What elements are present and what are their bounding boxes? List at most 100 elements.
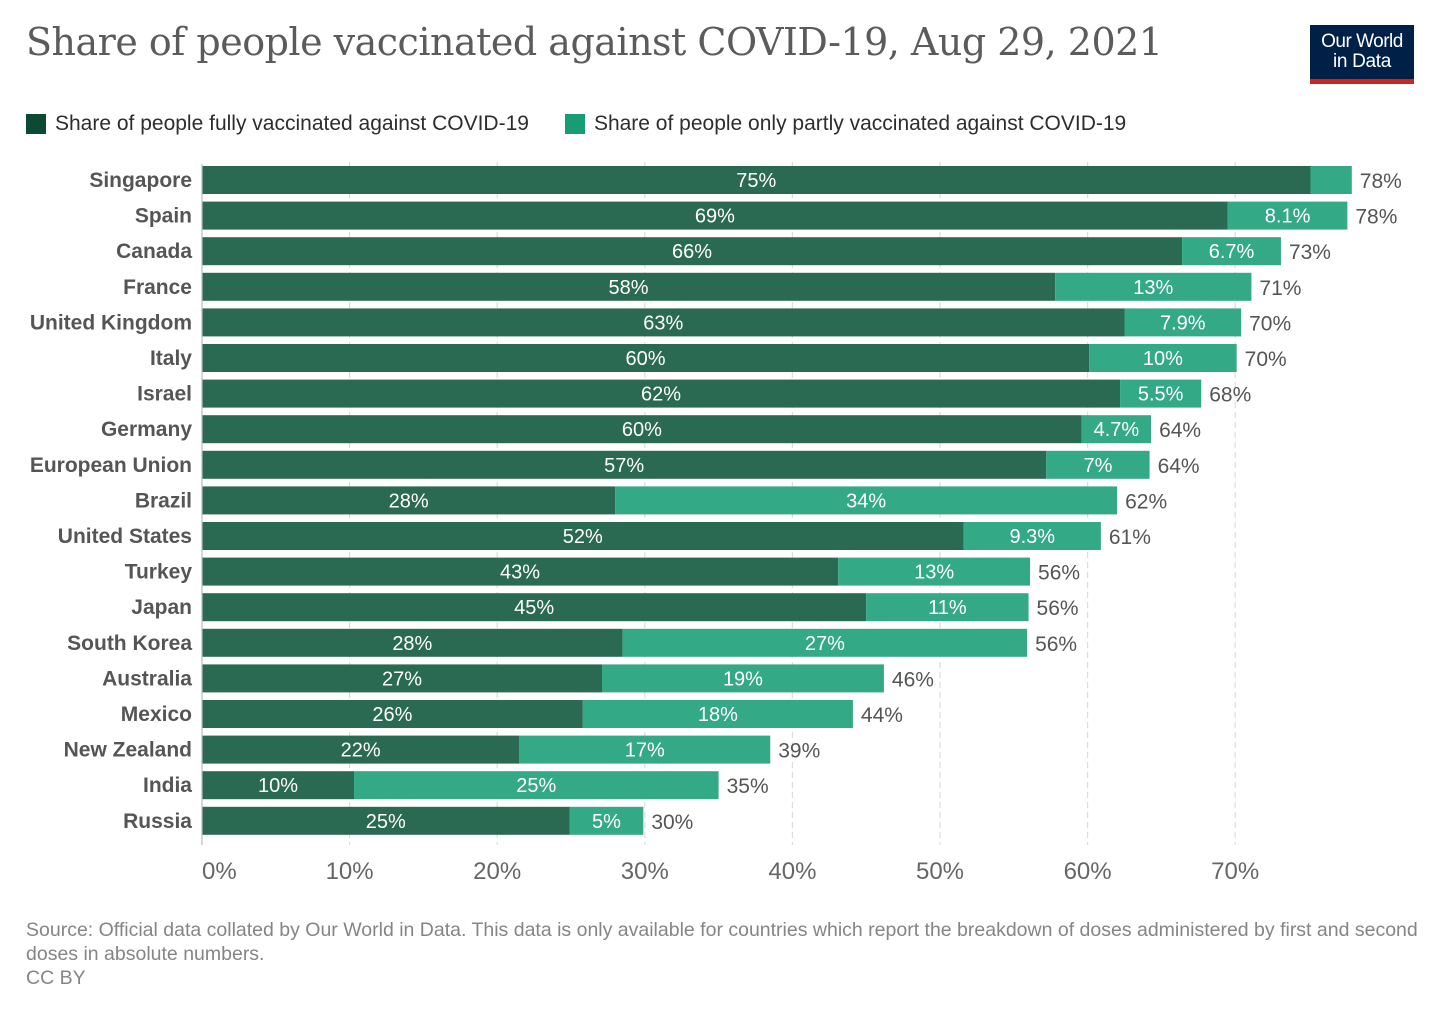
bar-partly <box>1227 201 1348 230</box>
bar-label-fully: 25% <box>366 811 406 833</box>
category-label: Mexico <box>121 703 192 726</box>
bar-total-label: 62% <box>1125 490 1167 513</box>
bar-label-partly: 17% <box>625 740 665 762</box>
source-note: Source: Official data collated by Our Wo… <box>26 919 1418 965</box>
bar-partly <box>1081 415 1152 444</box>
bar-fully <box>202 628 623 657</box>
bar-partly <box>569 806 644 835</box>
bar-label-fully: 43% <box>500 562 540 584</box>
logo-accent-bar <box>1310 79 1414 84</box>
category-label: United Kingdom <box>30 311 192 334</box>
bar-total-label: 56% <box>1038 562 1080 585</box>
bar-fully <box>202 272 1056 301</box>
bar-label-fully: 10% <box>258 775 298 797</box>
bar-label-partly: 5% <box>592 811 621 833</box>
category-label: Canada <box>116 240 192 263</box>
bar-label-partly: 9.3% <box>1009 526 1055 548</box>
legend-label-partly: Share of people only partly vaccinated a… <box>593 112 1127 135</box>
bar-partly <box>1055 272 1252 301</box>
bar-label-partly: 6.7% <box>1209 241 1255 263</box>
bar-label-fully: 57% <box>604 455 644 477</box>
bar-partly <box>615 486 1118 515</box>
bar-fully <box>202 522 964 550</box>
x-tick-label: 20% <box>473 858 521 885</box>
bar-partly <box>1124 308 1242 337</box>
category-label: Germany <box>101 418 192 441</box>
bar-fully <box>202 308 1125 337</box>
bar-total-label: 44% <box>861 704 903 727</box>
bar-fully <box>202 593 867 622</box>
bar-label-fully: 45% <box>514 597 554 619</box>
legend-swatch-partly <box>564 114 585 134</box>
legend: Share of people fully vaccinated against… <box>26 112 1162 136</box>
bar-fully <box>202 450 1047 479</box>
bar-total-label: 78% <box>1360 170 1402 193</box>
bar-label-partly: 27% <box>805 633 845 655</box>
category-label: Israel <box>137 383 192 406</box>
bar-total-label: 68% <box>1209 384 1251 407</box>
bar-partly <box>519 735 771 764</box>
bar-label-fully: 66% <box>672 241 712 263</box>
bar-fully <box>202 237 1183 266</box>
bar-label-fully: 52% <box>563 526 603 548</box>
bar-chart: Singapore 75% 78% Spain 69% 8.1% 78% Canada 66% 6… <box>30 162 1402 885</box>
category-label: France <box>123 276 192 299</box>
category-label: South Korea <box>67 632 192 655</box>
owid-logo[interactable]: Our World in Data <box>1310 25 1414 84</box>
bar-fully <box>202 557 839 586</box>
bar-total-label: 56% <box>1037 597 1079 620</box>
bar-total-label: 71% <box>1259 277 1301 300</box>
legend-item-partly[interactable]: Share of people only partly vaccinated a… <box>564 112 1127 136</box>
bar-label-fully: 69% <box>695 206 735 228</box>
bar-fully <box>202 166 1311 194</box>
category-label: Spain <box>135 205 192 228</box>
bar-label-partly: 13% <box>1133 277 1173 299</box>
bar-label-partly: 4.7% <box>1094 419 1140 441</box>
bar-partly <box>1120 379 1202 408</box>
bar-fully <box>202 415 1082 444</box>
bar-partly <box>1182 237 1281 266</box>
bar-fully <box>202 486 616 515</box>
category-label: Russia <box>123 810 192 833</box>
bar-partly <box>582 700 853 728</box>
bar-partly <box>622 628 1028 657</box>
category-label: Turkey <box>125 561 193 584</box>
bar-total-label: 70% <box>1249 312 1291 335</box>
x-tick-label: 60% <box>1064 858 1112 885</box>
bar-total-label: 46% <box>892 668 934 691</box>
bar-fully <box>202 664 602 693</box>
logo-text-line1: Our World <box>1321 31 1403 52</box>
bar-partly <box>963 522 1101 550</box>
bar-total-label: 30% <box>651 811 693 834</box>
bar-total-label: 73% <box>1289 241 1331 264</box>
bar-label-partly: 13% <box>914 562 954 584</box>
category-label: European Union <box>30 454 192 477</box>
bar-partly <box>866 593 1029 622</box>
bar-label-fully: 63% <box>643 312 683 334</box>
bar-total-label: 78% <box>1355 206 1397 229</box>
bar-partly <box>1089 344 1237 372</box>
category-label: India <box>143 774 192 797</box>
bar-fully <box>202 735 520 764</box>
bar-partly <box>838 557 1031 586</box>
bar-label-fully: 60% <box>626 348 666 370</box>
bar-label-partly: 7.9% <box>1160 312 1206 334</box>
bar-partly <box>354 771 719 800</box>
legend-item-fully[interactable]: Share of people fully vaccinated against… <box>26 112 529 136</box>
chart-title: Share of people vaccinated against COVID… <box>26 20 1163 64</box>
bar-partly <box>601 664 884 693</box>
license-note[interactable]: CC BY <box>26 967 86 989</box>
bar-fully <box>202 700 583 728</box>
bar-label-fully: 28% <box>392 633 432 655</box>
bar-label-partly: 18% <box>698 704 738 726</box>
bar-total-label: 56% <box>1035 633 1077 656</box>
logo-text-line2: in Data <box>1332 51 1392 72</box>
bar-label-fully: 58% <box>609 277 649 299</box>
category-label: New Zealand <box>64 739 192 762</box>
x-tick-label: 70% <box>1211 858 1259 885</box>
bar-label-fully: 27% <box>382 668 422 690</box>
x-tick-label: 40% <box>768 858 816 885</box>
category-label: Italy <box>150 347 192 370</box>
bar-label-partly: 7% <box>1083 455 1112 477</box>
bar-total-label: 70% <box>1245 348 1287 371</box>
